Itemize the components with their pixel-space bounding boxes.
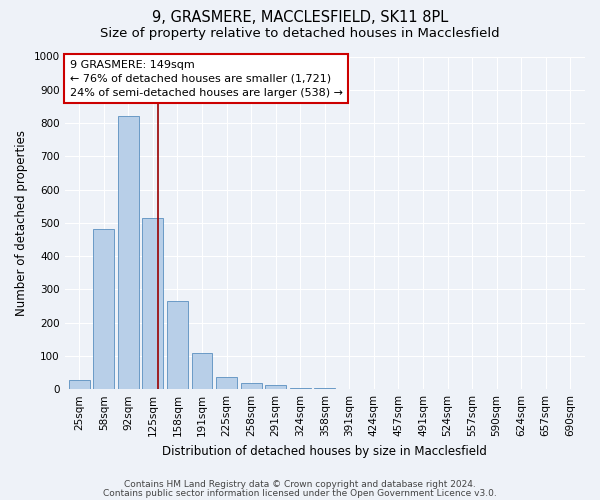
Bar — [118, 116, 139, 389]
Bar — [265, 385, 286, 389]
Bar — [314, 388, 335, 389]
Text: Size of property relative to detached houses in Macclesfield: Size of property relative to detached ho… — [100, 28, 500, 40]
Bar — [94, 230, 114, 389]
Bar — [290, 388, 311, 389]
Bar — [142, 218, 163, 389]
Y-axis label: Number of detached properties: Number of detached properties — [15, 130, 28, 316]
Bar — [167, 301, 188, 389]
Bar — [216, 376, 237, 389]
Bar — [191, 352, 212, 389]
Text: Contains public sector information licensed under the Open Government Licence v3: Contains public sector information licen… — [103, 489, 497, 498]
Bar — [69, 380, 90, 389]
Text: 9, GRASMERE, MACCLESFIELD, SK11 8PL: 9, GRASMERE, MACCLESFIELD, SK11 8PL — [152, 10, 448, 25]
Bar — [241, 382, 262, 389]
Text: Contains HM Land Registry data © Crown copyright and database right 2024.: Contains HM Land Registry data © Crown c… — [124, 480, 476, 489]
X-axis label: Distribution of detached houses by size in Macclesfield: Distribution of detached houses by size … — [163, 444, 487, 458]
Text: 9 GRASMERE: 149sqm
← 76% of detached houses are smaller (1,721)
24% of semi-deta: 9 GRASMERE: 149sqm ← 76% of detached hou… — [70, 60, 343, 98]
